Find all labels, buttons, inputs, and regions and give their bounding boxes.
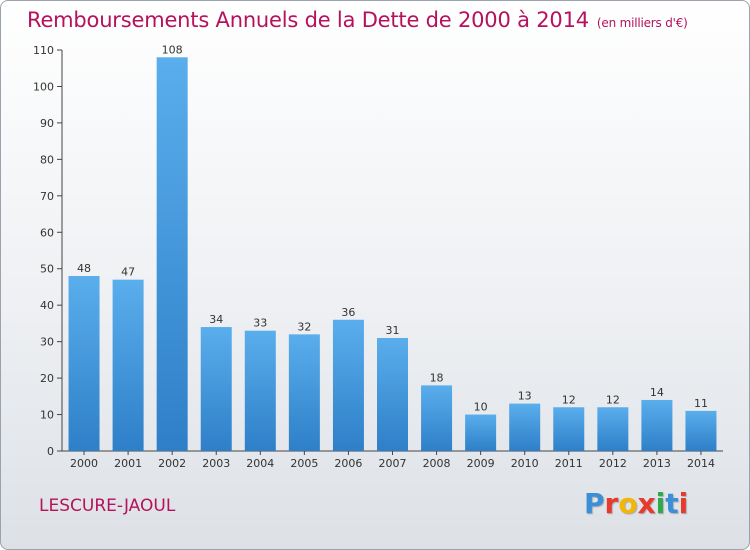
- bar-value-label: 32: [297, 320, 311, 333]
- bar-value-label: 33: [253, 317, 267, 330]
- y-tick-label: 50: [40, 263, 54, 276]
- logo-letter: r: [604, 487, 619, 520]
- bar: [244, 330, 276, 451]
- logo-letter: x: [637, 487, 656, 520]
- bar: [288, 334, 320, 451]
- y-tick-label: 80: [40, 153, 54, 166]
- bar-value-label: 13: [518, 390, 532, 403]
- bar-value-label: 36: [341, 306, 355, 319]
- bar: [156, 57, 188, 452]
- proxiti-logo: Proxiti: [584, 487, 688, 520]
- bar-value-label: 10: [474, 401, 488, 414]
- bar: [421, 385, 453, 451]
- y-tick-label: 90: [40, 117, 54, 130]
- bar: [597, 407, 629, 451]
- x-tick-label: 2013: [643, 457, 671, 470]
- x-tick-label: 2005: [290, 457, 318, 470]
- y-tick-label: 110: [33, 44, 54, 57]
- logo-letter: o: [618, 487, 638, 520]
- y-tick-label: 30: [40, 336, 54, 349]
- logo-letter: P: [584, 487, 605, 520]
- x-tick-label: 2007: [379, 457, 407, 470]
- y-tick-label: 40: [40, 299, 54, 312]
- y-tick-label: 100: [33, 80, 54, 93]
- logo-letter: t: [665, 487, 679, 520]
- x-tick-label: 2004: [246, 457, 274, 470]
- bar-value-label: 34: [209, 313, 223, 326]
- x-tick-label: 2014: [687, 457, 715, 470]
- bar: [509, 403, 541, 451]
- bar-value-label: 11: [694, 397, 708, 410]
- bar: [641, 399, 673, 451]
- x-tick-label: 2009: [467, 457, 495, 470]
- y-tick-label: 10: [40, 409, 54, 422]
- logo-letter: i: [678, 487, 689, 520]
- x-tick-label: 2002: [158, 457, 186, 470]
- x-tick-label: 2011: [555, 457, 583, 470]
- bar-value-label: 108: [162, 43, 183, 56]
- bar: [112, 279, 144, 451]
- bar-value-label: 12: [562, 393, 576, 406]
- bar-value-label: 14: [650, 386, 664, 399]
- chart-title: Remboursements Annuels de la Dette de 20…: [27, 8, 688, 32]
- bar-value-label: 18: [430, 371, 444, 384]
- y-tick-label: 60: [40, 226, 54, 239]
- bars: [68, 57, 717, 452]
- logo-letter: i: [655, 487, 666, 520]
- y-tick-label: 0: [47, 445, 54, 458]
- bar: [332, 319, 364, 451]
- bar: [68, 276, 100, 451]
- bar-value-label: 48: [77, 262, 91, 275]
- x-tick-label: 2000: [70, 457, 98, 470]
- bar-value-label: 31: [386, 324, 400, 337]
- y-tick-label: 70: [40, 190, 54, 203]
- bar-value-label: 12: [606, 393, 620, 406]
- bar: [465, 414, 497, 451]
- x-tick-label: 2001: [114, 457, 142, 470]
- commune-name: LESCURE-JAOUL: [39, 496, 176, 516]
- y-tick-label: 20: [40, 372, 54, 385]
- x-tick-label: 2006: [334, 457, 362, 470]
- x-tick-label: 2010: [511, 457, 539, 470]
- chart-subtitle: (en milliers d'€): [596, 16, 688, 30]
- x-tick-label: 2003: [202, 457, 230, 470]
- bar: [685, 410, 717, 451]
- bar: [377, 337, 408, 451]
- chart-title-text: Remboursements Annuels de la Dette de 20…: [27, 8, 589, 32]
- bar-value-label: 47: [121, 266, 135, 279]
- x-tick-label: 2008: [423, 457, 451, 470]
- x-tick-label: 2012: [599, 457, 627, 470]
- bar: [200, 327, 232, 451]
- labels: 2000 48 2001 47 2002 108 2003 34 2004 33 2005 32 200…: [70, 43, 715, 470]
- bar: [553, 407, 585, 451]
